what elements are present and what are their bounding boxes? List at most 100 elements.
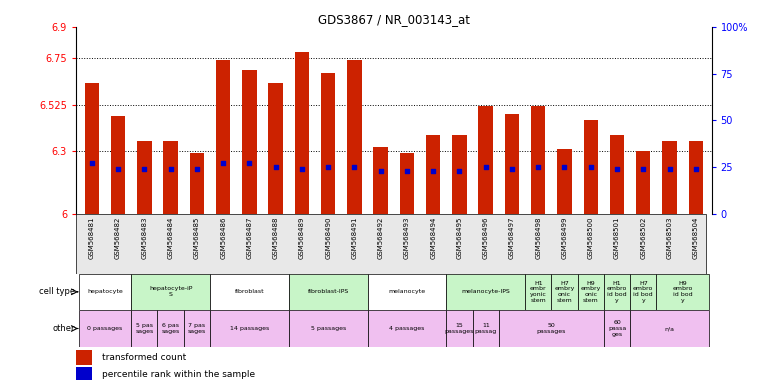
Text: 11
passag: 11 passag — [475, 323, 497, 334]
Text: GSM568492: GSM568492 — [377, 217, 384, 259]
Point — [532, 164, 544, 170]
Text: GSM568502: GSM568502 — [640, 217, 646, 259]
Bar — [400, 153, 414, 214]
Bar — [368, 273, 447, 310]
Text: GSM568486: GSM568486 — [220, 217, 226, 259]
Bar — [288, 273, 368, 310]
Point — [664, 166, 676, 172]
Text: fibroblast: fibroblast — [234, 289, 264, 295]
Bar — [662, 141, 677, 214]
Text: melanocyte: melanocyte — [388, 289, 425, 295]
Point — [269, 164, 282, 170]
Text: GSM568500: GSM568500 — [587, 217, 594, 259]
Point — [349, 164, 361, 170]
Text: hepatocyte: hepatocyte — [87, 289, 123, 295]
Text: GSM568483: GSM568483 — [142, 217, 148, 259]
Bar — [604, 310, 630, 347]
Bar — [137, 141, 151, 214]
Text: transformed count: transformed count — [101, 353, 186, 362]
Text: GSM568499: GSM568499 — [562, 217, 568, 259]
Bar — [76, 367, 92, 382]
Text: GSM568491: GSM568491 — [352, 217, 358, 259]
Text: GSM568503: GSM568503 — [667, 217, 673, 259]
Point — [244, 160, 256, 166]
Text: hepatocyte-iP
S: hepatocyte-iP S — [149, 286, 193, 297]
Bar — [479, 106, 493, 214]
Bar — [657, 273, 709, 310]
Text: GSM568485: GSM568485 — [194, 217, 200, 259]
Text: cell type: cell type — [39, 287, 75, 296]
Point — [611, 166, 623, 172]
Text: GSM568484: GSM568484 — [167, 217, 174, 259]
Text: 5 passages: 5 passages — [310, 326, 345, 331]
Bar — [630, 273, 657, 310]
Point — [584, 164, 597, 170]
Text: H1
embr
yonic
stem: H1 embr yonic stem — [530, 281, 546, 303]
Point — [689, 166, 702, 172]
Bar — [269, 83, 283, 214]
Text: 15
passages: 15 passages — [444, 323, 474, 334]
Bar — [610, 135, 624, 214]
Point — [112, 166, 124, 172]
Point — [374, 167, 387, 174]
Text: GSM568496: GSM568496 — [482, 217, 489, 259]
Text: H7
embry
onic
stem: H7 embry onic stem — [554, 281, 575, 303]
Text: percentile rank within the sample: percentile rank within the sample — [101, 370, 255, 379]
Bar — [210, 310, 288, 347]
Text: 6 pas
sages: 6 pas sages — [161, 323, 180, 334]
Text: 14 passages: 14 passages — [230, 326, 269, 331]
Text: other: other — [53, 324, 75, 333]
Bar — [78, 310, 131, 347]
Text: H1
embro
id bod
y: H1 embro id bod y — [607, 281, 627, 303]
Text: H9
embro
id bod
y: H9 embro id bod y — [673, 281, 693, 303]
Text: GSM568493: GSM568493 — [404, 217, 410, 259]
Point — [139, 166, 151, 172]
Text: fibroblast-IPS: fibroblast-IPS — [307, 289, 349, 295]
Point — [427, 167, 439, 174]
Text: GSM568495: GSM568495 — [457, 217, 463, 259]
Text: 7 pas
sages: 7 pas sages — [188, 323, 206, 334]
Point — [559, 164, 571, 170]
Point — [401, 167, 413, 174]
Bar — [636, 151, 651, 214]
Text: GSM568481: GSM568481 — [89, 217, 95, 259]
Bar — [473, 310, 499, 347]
Bar — [447, 273, 525, 310]
Bar — [131, 310, 158, 347]
Point — [164, 166, 177, 172]
Text: GSM568490: GSM568490 — [325, 217, 331, 259]
Bar — [84, 83, 99, 214]
Bar — [78, 273, 131, 310]
Text: H7
embro
id bod
y: H7 embro id bod y — [633, 281, 654, 303]
Bar — [183, 310, 210, 347]
Bar — [111, 116, 126, 214]
Bar — [189, 153, 204, 214]
Bar — [689, 141, 703, 214]
Bar — [584, 120, 598, 214]
Text: 0 passages: 0 passages — [88, 326, 123, 331]
Bar — [288, 310, 368, 347]
Point — [637, 166, 649, 172]
Bar — [452, 135, 466, 214]
Bar — [76, 350, 92, 365]
Text: melanocyte-IPS: melanocyte-IPS — [461, 289, 510, 295]
Point — [322, 164, 334, 170]
Text: GSM568488: GSM568488 — [272, 217, 279, 259]
Bar — [216, 60, 231, 214]
Bar — [131, 273, 210, 310]
Text: GSM568501: GSM568501 — [614, 217, 620, 259]
Bar — [347, 60, 361, 214]
Bar — [505, 114, 519, 214]
Text: GSM568489: GSM568489 — [299, 217, 305, 259]
Bar — [164, 141, 178, 214]
Bar — [499, 310, 604, 347]
Text: GSM568504: GSM568504 — [693, 217, 699, 259]
Text: GSM568494: GSM568494 — [430, 217, 436, 259]
Bar — [426, 135, 441, 214]
Point — [191, 166, 203, 172]
Text: GSM568498: GSM568498 — [535, 217, 541, 259]
Bar — [578, 273, 604, 310]
Point — [86, 160, 98, 166]
Bar — [557, 149, 572, 214]
Bar — [525, 273, 552, 310]
